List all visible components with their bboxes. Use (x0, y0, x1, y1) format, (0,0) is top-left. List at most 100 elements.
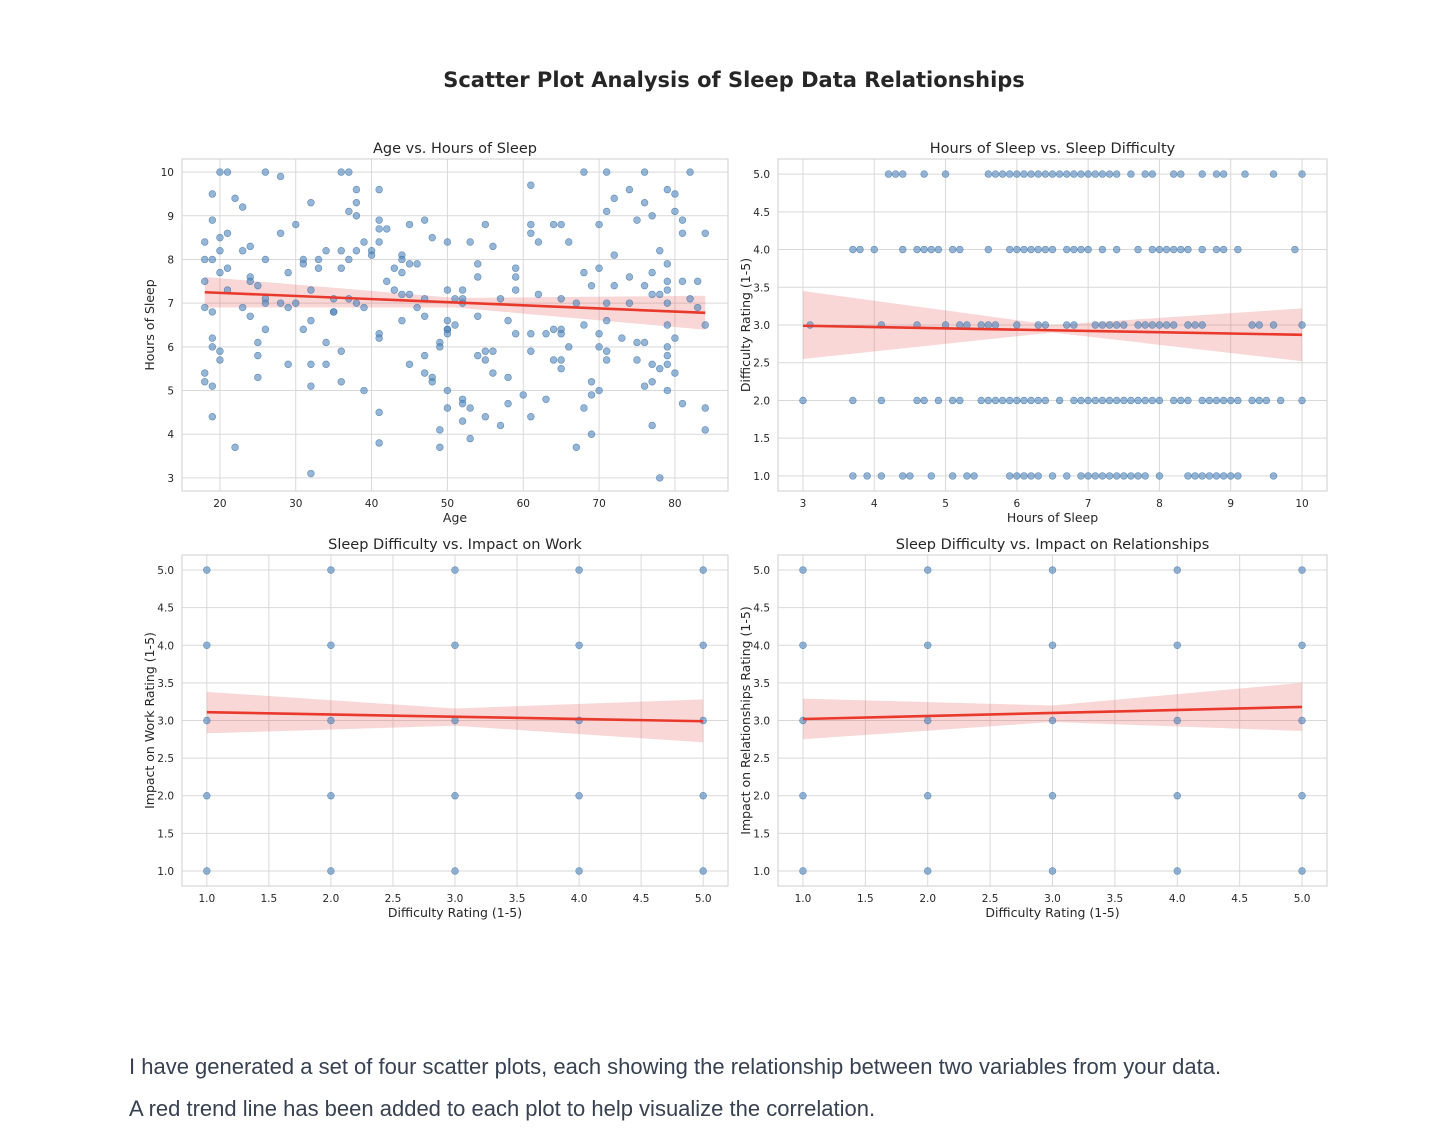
data-point (693, 277, 702, 286)
data-point (451, 716, 459, 725)
data-point (927, 245, 935, 254)
data-point (337, 378, 345, 386)
data-point (587, 391, 596, 399)
x-axis-label: Difficulty Rating (1-5) (985, 905, 1119, 920)
data-point (1098, 396, 1107, 405)
data-point (656, 474, 664, 482)
x-tick-label: 2.0 (919, 893, 936, 905)
x-axis-label: Age (443, 510, 467, 525)
data-point (254, 373, 262, 382)
data-point (238, 203, 247, 211)
data-point (1112, 472, 1121, 480)
data-point (420, 369, 429, 377)
data-point (1098, 245, 1107, 254)
data-point (201, 369, 209, 377)
data-point (671, 369, 679, 377)
data-point (474, 260, 482, 268)
data-point (208, 413, 217, 421)
data-point (201, 277, 209, 286)
response-caption: I have generated a set of four scatter p… (129, 1046, 1369, 1130)
data-point (686, 168, 694, 176)
data-point (595, 220, 603, 229)
y-tick-label: 1.5 (753, 828, 770, 840)
y-axis-label: Impact on Relationships Rating (1-5) (738, 606, 753, 834)
caption-line-1: I have generated a set of four scatter p… (129, 1054, 1222, 1079)
data-point (436, 443, 444, 452)
data-point (375, 238, 383, 246)
data-point (1298, 396, 1306, 405)
data-point (1148, 321, 1157, 329)
data-point (1173, 566, 1181, 574)
data-point (276, 229, 285, 237)
data-point (1120, 321, 1128, 329)
data-point (1127, 396, 1135, 405)
data-point (956, 245, 964, 254)
data-point (1112, 321, 1121, 329)
data-point (663, 185, 672, 194)
data-point (984, 321, 993, 329)
data-point (799, 396, 807, 405)
data-point (238, 303, 247, 312)
data-point (203, 641, 211, 649)
data-point (420, 216, 429, 224)
data-point (1148, 245, 1157, 254)
y-tick-label: 1.5 (157, 828, 174, 840)
data-point (1048, 867, 1057, 875)
data-point (572, 299, 581, 307)
data-point (927, 472, 935, 480)
data-point (699, 792, 707, 800)
data-point (678, 216, 687, 224)
data-point (920, 245, 928, 254)
y-tick-label: 2.5 (753, 753, 770, 765)
data-point (307, 469, 315, 478)
data-point (1070, 321, 1078, 329)
data-point (307, 286, 315, 294)
data-point (640, 198, 649, 207)
x-tick-label: 1.5 (857, 893, 874, 905)
data-point (963, 472, 971, 480)
data-point (1127, 170, 1135, 178)
data-point (327, 792, 335, 800)
x-tick-label: 80 (668, 498, 681, 510)
data-point (1234, 245, 1242, 254)
x-tick-label: 30 (289, 498, 302, 510)
data-point (991, 396, 1000, 405)
data-point (231, 194, 239, 203)
y-tick-label: 4.0 (753, 245, 770, 257)
data-point (633, 338, 641, 347)
data-point (1141, 170, 1149, 178)
y-axis-label: Impact on Work Rating (1-5) (142, 632, 157, 809)
panels: 20 30 40 50 60 70 80 3 4 5 6 7 8 9 10 Age vs. Hours of … (142, 141, 1328, 920)
data-point (1048, 566, 1057, 574)
data-point (216, 233, 224, 242)
data-point (337, 168, 345, 176)
data-point (436, 426, 444, 434)
data-point (481, 220, 490, 229)
data-point (610, 281, 618, 290)
data-point (1048, 472, 1057, 480)
y-axis-label: Difficulty Rating (1-5) (738, 258, 753, 392)
data-point (1006, 245, 1014, 254)
data-point (934, 245, 943, 254)
data-point (557, 356, 565, 364)
data-point (1013, 321, 1021, 329)
data-point (375, 185, 383, 194)
data-point (1173, 867, 1181, 875)
data-point (1098, 472, 1107, 480)
data-point (610, 194, 618, 203)
data-point (1105, 396, 1114, 405)
x-tick-label: 3.0 (1044, 893, 1061, 905)
data-point (203, 867, 211, 875)
data-point (1041, 396, 1050, 405)
data-point (1084, 170, 1092, 178)
x-tick-label: 1.0 (198, 893, 215, 905)
data-point (648, 360, 656, 369)
data-point (557, 220, 565, 229)
data-point (201, 255, 209, 264)
data-point (458, 417, 467, 425)
data-point (602, 207, 611, 216)
data-point (701, 426, 709, 434)
data-point (580, 404, 588, 412)
data-point (1173, 716, 1181, 725)
data-point (977, 321, 985, 329)
